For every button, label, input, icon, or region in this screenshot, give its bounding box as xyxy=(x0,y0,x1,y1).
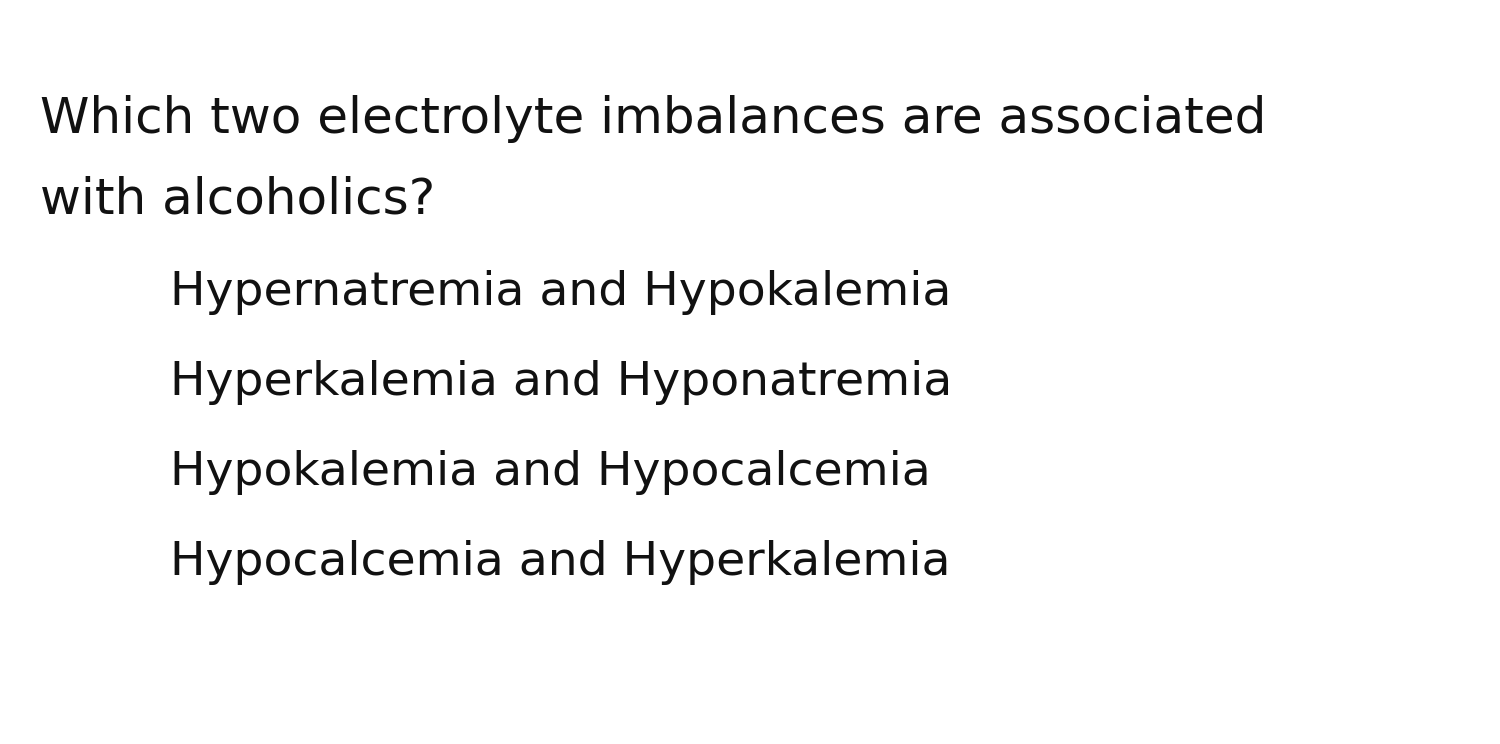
Text: Hyperkalemia and Hyponatremia: Hyperkalemia and Hyponatremia xyxy=(170,360,952,405)
Text: Hypocalcemia and Hyperkalemia: Hypocalcemia and Hyperkalemia xyxy=(170,540,951,585)
Text: with alcoholics?: with alcoholics? xyxy=(40,175,435,223)
Text: Which two electrolyte imbalances are associated: Which two electrolyte imbalances are ass… xyxy=(40,95,1266,143)
Text: Hypernatremia and Hypokalemia: Hypernatremia and Hypokalemia xyxy=(170,270,951,315)
Text: Hypokalemia and Hypocalcemia: Hypokalemia and Hypocalcemia xyxy=(170,450,930,495)
